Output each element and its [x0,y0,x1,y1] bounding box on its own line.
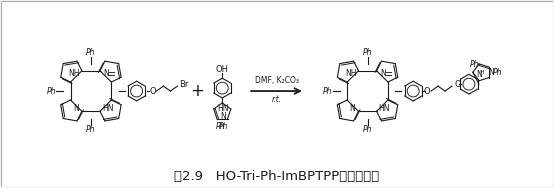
Text: Ph: Ph [469,61,479,70]
Text: Ph: Ph [323,86,332,96]
Text: HN: HN [217,105,229,114]
Text: Ph: Ph [363,125,372,134]
Text: NH: NH [69,69,80,78]
Text: Ph: Ph [363,48,372,57]
Text: O: O [149,86,156,96]
Text: Ph: Ph [493,68,502,77]
Text: Br: Br [179,80,188,89]
Text: N: N [220,112,226,121]
Text: +: + [191,82,204,100]
Text: OH: OH [216,65,229,74]
Text: O: O [424,86,430,96]
Text: NH: NH [345,69,357,78]
Text: HN: HN [102,105,114,113]
Text: DMF, K₂CO₃: DMF, K₂CO₃ [254,76,299,85]
Text: N: N [380,69,386,78]
Text: N: N [350,105,355,113]
Text: r.t.: r.t. [271,96,281,104]
Text: N: N [103,69,109,78]
Text: HN: HN [378,105,390,113]
Text: O: O [455,80,461,89]
Text: H: H [480,70,484,75]
Text: 图2.9   HO-Tri-Ph-ImBPTPP的合成路线: 图2.9 HO-Tri-Ph-ImBPTPP的合成路线 [175,170,379,183]
Text: N: N [476,70,482,79]
Text: Ph: Ph [47,86,56,96]
Text: Ph: Ph [86,48,96,57]
Text: N: N [73,105,79,113]
Text: Ph: Ph [216,122,225,131]
Text: Ph: Ph [86,125,96,134]
Text: Ph: Ph [219,122,228,131]
Text: N: N [488,67,494,77]
